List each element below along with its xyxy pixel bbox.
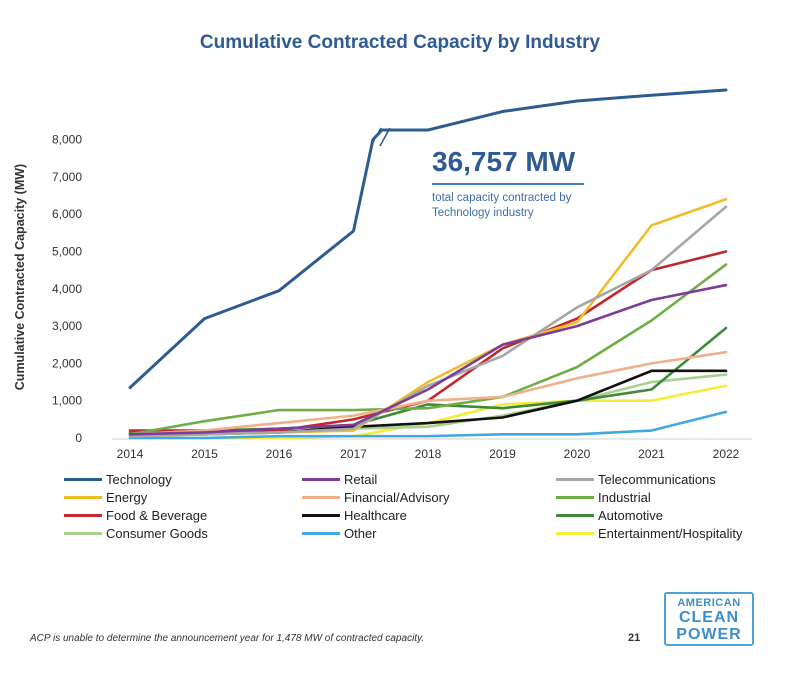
y-axis-label: Cumulative Contracted Capacity (MW) bbox=[13, 163, 27, 391]
y-tick-label: 4,000 bbox=[52, 282, 82, 296]
legend-swatch bbox=[556, 496, 594, 500]
x-tick-label: 2019 bbox=[489, 447, 516, 461]
legend-item-industrial: Industrial bbox=[556, 490, 651, 506]
footnote: ACP is unable to determine the announcem… bbox=[30, 633, 425, 644]
legend-label: Financial/Advisory bbox=[344, 490, 450, 505]
legend-swatch bbox=[556, 478, 594, 482]
x-tick-label: 2015 bbox=[191, 447, 218, 461]
legend-label: Food & Beverage bbox=[106, 508, 208, 523]
series-line-industrial bbox=[128, 263, 728, 436]
legend-item-food-beverage: Food & Beverage bbox=[64, 508, 207, 524]
legend-swatch bbox=[556, 514, 594, 518]
callout-text: total capacity contracted by Technology … bbox=[432, 192, 572, 219]
callout-value: 36,757 MW bbox=[432, 146, 576, 177]
legend-label: Other bbox=[344, 526, 377, 541]
x-tick-label: 2018 bbox=[415, 447, 442, 461]
chart-title: Cumulative Contracted Capacity by Indust… bbox=[199, 32, 601, 53]
legend-item-telecommunications: Telecommunications bbox=[556, 472, 716, 488]
y-tick-label: 5,000 bbox=[52, 245, 82, 259]
series-line-healthcare bbox=[128, 369, 728, 436]
series-line-telecommunications bbox=[128, 205, 728, 438]
legend-label: Energy bbox=[106, 490, 148, 505]
legend-label: Technology bbox=[106, 472, 172, 487]
callout-rule bbox=[432, 183, 584, 185]
legend-item-energy: Energy bbox=[64, 490, 147, 506]
page-number: 21 bbox=[628, 632, 641, 644]
legend-item-technology: Technology bbox=[64, 472, 172, 488]
legend-swatch bbox=[64, 532, 102, 536]
series-line-retail bbox=[128, 283, 728, 436]
series-line-other bbox=[128, 410, 728, 440]
legend-swatch bbox=[556, 532, 594, 536]
legend-label: Consumer Goods bbox=[106, 526, 208, 541]
legend-label: Industrial bbox=[598, 490, 651, 505]
legend-label: Telecommunications bbox=[598, 472, 716, 487]
legend-swatch bbox=[64, 478, 102, 482]
y-tick-label: 8,000 bbox=[52, 133, 82, 147]
legend-label: Healthcare bbox=[344, 508, 407, 523]
legend-swatch bbox=[64, 496, 102, 500]
y-tick-label: 3,000 bbox=[52, 319, 82, 333]
legend-label: Automotive bbox=[598, 508, 664, 523]
logo-line-power: POWER bbox=[676, 626, 742, 643]
y-tick-label: 0 bbox=[75, 431, 82, 445]
legend-item-healthcare: Healthcare bbox=[302, 508, 407, 524]
series-line-financial-advisory bbox=[128, 350, 728, 436]
legend-item-retail: Retail bbox=[302, 472, 377, 488]
legend-swatch bbox=[64, 514, 102, 518]
x-tick-label: 2021 bbox=[638, 447, 665, 461]
y-tick-label: 6,000 bbox=[52, 207, 82, 221]
x-tick-label: 2014 bbox=[117, 447, 144, 461]
series-line-technology bbox=[128, 88, 728, 390]
axis-break-gap bbox=[374, 132, 382, 142]
legend-label: Entertainment/Hospitality bbox=[598, 526, 743, 541]
legend-item-entertainment-hospitality: Entertainment/Hospitality bbox=[556, 526, 743, 542]
legend-swatch bbox=[302, 532, 340, 536]
legend-item-automotive: Automotive bbox=[556, 508, 663, 524]
x-tick-label: 2016 bbox=[266, 447, 293, 461]
axes: 0 1,000 2,000 3,000 4,000 5,000 6,000 7,000 8,00… bbox=[52, 127, 752, 461]
legend-swatch bbox=[302, 478, 340, 482]
series-line-automotive bbox=[128, 326, 728, 434]
y-tick-label: 2,000 bbox=[52, 356, 82, 370]
series-lines bbox=[128, 88, 728, 440]
x-tick-label: 2017 bbox=[340, 447, 367, 461]
y-tick-label: 1,000 bbox=[52, 394, 82, 408]
legend-item-consumer-goods: Consumer Goods bbox=[64, 526, 208, 542]
x-tick-label: 2022 bbox=[713, 447, 740, 461]
legend-item-other: Other bbox=[302, 526, 377, 542]
legend-item-financial-advisory: Financial/Advisory bbox=[302, 490, 450, 506]
legend-swatch bbox=[302, 514, 340, 518]
y-tick-label: 7,000 bbox=[52, 170, 82, 184]
logo-line-american: AMERICAN bbox=[677, 597, 741, 609]
legend-label: Retail bbox=[344, 472, 378, 487]
acp-logo: AMERICAN CLEAN POWER bbox=[664, 592, 754, 646]
logo-line-clean: CLEAN bbox=[678, 609, 740, 626]
legend-swatch bbox=[302, 496, 340, 500]
x-tick-label: 2020 bbox=[564, 447, 591, 461]
